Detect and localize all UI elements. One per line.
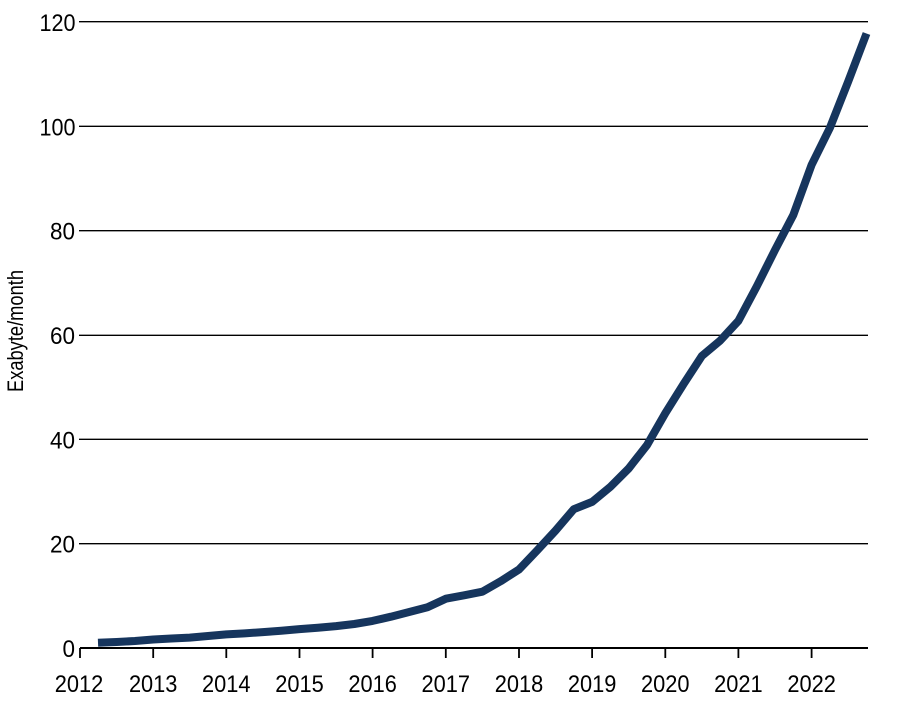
svg-text:80: 80 [50,219,75,246]
svg-text:2015: 2015 [275,671,324,698]
svg-text:0: 0 [63,636,76,663]
svg-text:2020: 2020 [641,671,690,698]
svg-text:120: 120 [40,10,76,37]
svg-text:2013: 2013 [129,671,178,698]
svg-text:2012: 2012 [55,671,104,698]
svg-text:2017: 2017 [422,671,471,698]
svg-text:2018: 2018 [495,671,544,698]
svg-text:40: 40 [50,427,75,454]
svg-text:60: 60 [50,323,75,350]
svg-text:2016: 2016 [348,671,397,698]
svg-text:20: 20 [50,532,75,559]
svg-text:Exabyte/month: Exabyte/month [3,270,28,392]
svg-text:100: 100 [40,114,76,141]
svg-text:2022: 2022 [787,671,836,698]
svg-text:2014: 2014 [202,671,251,698]
svg-text:2021: 2021 [714,671,763,698]
svg-text:2019: 2019 [568,671,617,698]
